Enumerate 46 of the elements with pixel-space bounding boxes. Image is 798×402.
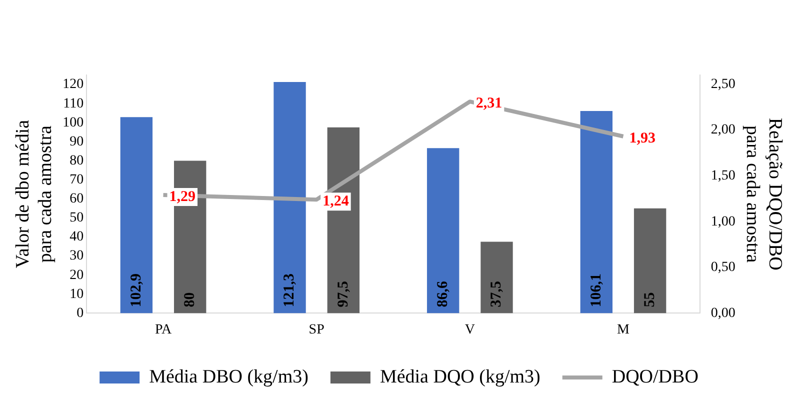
data-label: 86,6: [434, 280, 451, 308]
y-tick-label: 0: [76, 306, 84, 321]
y2-tick-label: 0,50: [710, 260, 736, 276]
bar: [274, 82, 306, 314]
y-tick-label: 60: [70, 192, 84, 207]
y2-tick-label: 2,50: [710, 76, 736, 92]
legend-label: Média DQO (kg/m3): [380, 366, 540, 388]
data-label: 102,9: [128, 273, 144, 308]
bar: [634, 208, 666, 314]
data-label: 55: [642, 292, 658, 308]
y-tick-label: 80: [70, 153, 84, 168]
x-tick-label: V: [464, 322, 475, 338]
y2-axis-title: Relação DQO/DBO para cada amostra: [742, 118, 786, 270]
data-label: 2,31: [476, 95, 502, 112]
legend-label: Média DBO (kg/m3): [149, 366, 308, 388]
data-label: 37,5: [488, 280, 505, 308]
data-label: 121,3: [282, 273, 298, 308]
legend-label: DQO/DBO: [612, 366, 698, 388]
data-label: 1,29: [169, 188, 196, 205]
bar: [580, 111, 613, 314]
data-label: 106,1: [588, 273, 604, 308]
bar: [120, 117, 153, 314]
y2-tick-label: 1,50: [710, 168, 736, 184]
y-tick-label: 120: [62, 77, 84, 92]
data-label: 1,24: [322, 193, 350, 210]
y-axis-title: Valor de dbo média para cada amostra: [12, 119, 56, 268]
data-label: 80: [182, 292, 198, 308]
x-tick-label: SP: [308, 322, 325, 338]
y2-tick-label: 1,00: [710, 214, 736, 230]
y-tick-label: 110: [63, 96, 84, 112]
y-tick-label: 100: [62, 115, 84, 130]
bar: [480, 242, 513, 314]
x-tick-label: M: [617, 322, 630, 338]
y-tick-label: 50: [70, 210, 84, 226]
y-tick-label: 90: [70, 134, 84, 150]
y2-tick-label: 2,00: [710, 122, 736, 138]
y-tick-label: 40: [70, 230, 84, 245]
bar: [426, 148, 460, 314]
data-label: 1,93: [629, 130, 656, 146]
data-label: 97,5: [335, 280, 352, 308]
y2-tick-label: 0,00: [710, 306, 736, 321]
x-tick-label: PA: [154, 322, 172, 338]
y-tick-label: 70: [70, 172, 84, 188]
y-tick-label: 30: [70, 248, 84, 264]
y-tick-label: 10: [70, 286, 84, 302]
y-tick-label: 20: [70, 268, 84, 283]
